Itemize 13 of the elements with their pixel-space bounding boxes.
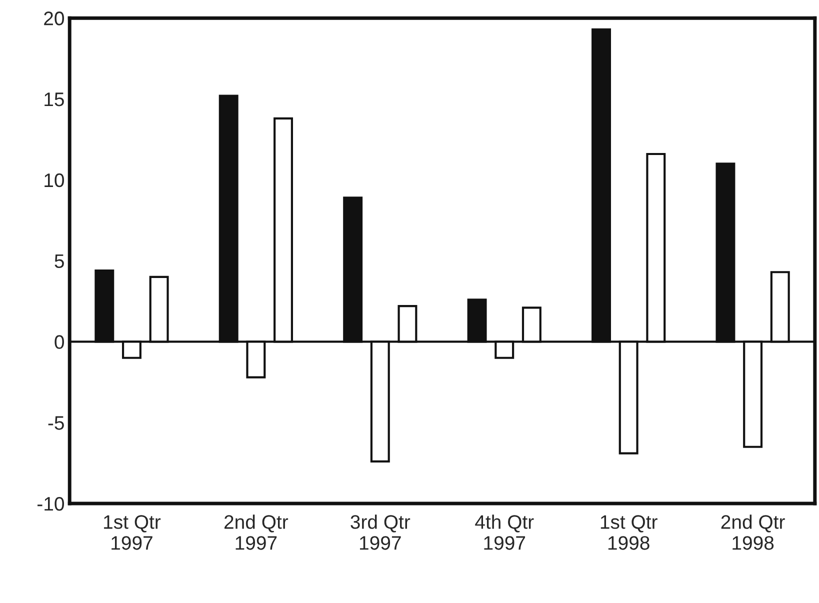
x-tick-label: 4th Qtr 1997	[475, 514, 534, 550]
x-tick-label: 1st Qtr 1998	[600, 515, 658, 550]
y-tick-label: 15	[44, 92, 64, 106]
y-tick-label: -5	[48, 416, 64, 430]
x-tick-label: 3rd Qtr 1997	[350, 514, 410, 550]
x-tick-label: 2nd Qtr 1998	[721, 514, 785, 550]
y-tick-label: 0	[54, 335, 64, 349]
y-tick-label: 10	[44, 173, 64, 188]
y-tick-label: -10	[38, 496, 64, 511]
y-tick-label: 20	[44, 12, 64, 26]
y-tick-label: 5	[54, 254, 64, 268]
x-tick-label: 2nd Qtr 1997	[224, 514, 288, 550]
x-tick-label: 1st Qtr 1997	[104, 515, 161, 550]
